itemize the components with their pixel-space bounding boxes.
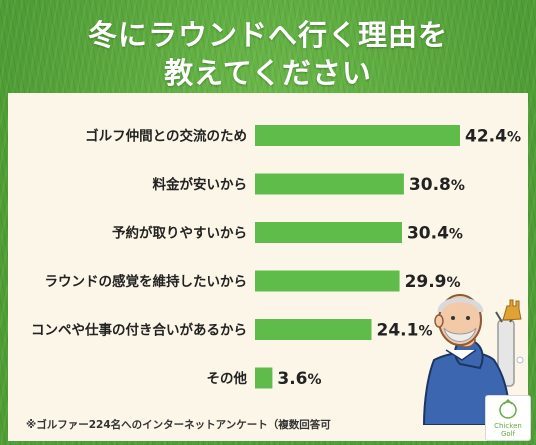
value-label: 24.1% [377, 321, 433, 341]
svg-text:Chicken: Chicken [494, 422, 522, 430]
bar [255, 270, 400, 292]
value-label: 30.8% [409, 175, 465, 195]
chart-title-line-2: 教えてください [164, 56, 372, 90]
chicken-golf-logo: Chicken Golf [485, 395, 531, 441]
value-label: 3.6% [277, 369, 321, 389]
category-label: その他 [207, 370, 248, 387]
category-label: 料金が安いから [153, 176, 248, 193]
chicken-golf-logo-mark: Chicken Golf [494, 398, 522, 438]
bar [255, 367, 273, 389]
bar [255, 125, 460, 146]
category-label: コンペや仕事の付き合いがあるから [31, 322, 247, 339]
value-label: 30.4% [407, 224, 463, 244]
category-label: 予約が取りやすいから [112, 225, 247, 242]
bar [255, 319, 372, 340]
survey-footnote: ※ゴルファー224名へのインターネットアンケート（複数回答可 [26, 419, 331, 431]
category-label: ゴルフ仲間との交流のため [85, 128, 247, 145]
value-label: 29.9% [405, 272, 461, 292]
category-label: ラウンドの感覚を維持したいから [45, 273, 248, 290]
svg-text:Golf: Golf [501, 430, 516, 438]
bar [255, 173, 404, 195]
chart-panel: ゴルフ仲間との交流のため 42.4% 料金が安いから 30.8% 予約が取りやすいから 3… [8, 93, 528, 441]
thinking-golfer-illustration [422, 294, 524, 425]
bar-chart: ゴルフ仲間との交流のため 42.4% 料金が安いから 30.8% 予約が取りやすいから 3… [31, 125, 521, 389]
value-label: 42.4% [465, 127, 521, 147]
bar [255, 222, 402, 243]
chart-title-line-1: 冬にラウンドへ行く理由を [87, 18, 448, 52]
